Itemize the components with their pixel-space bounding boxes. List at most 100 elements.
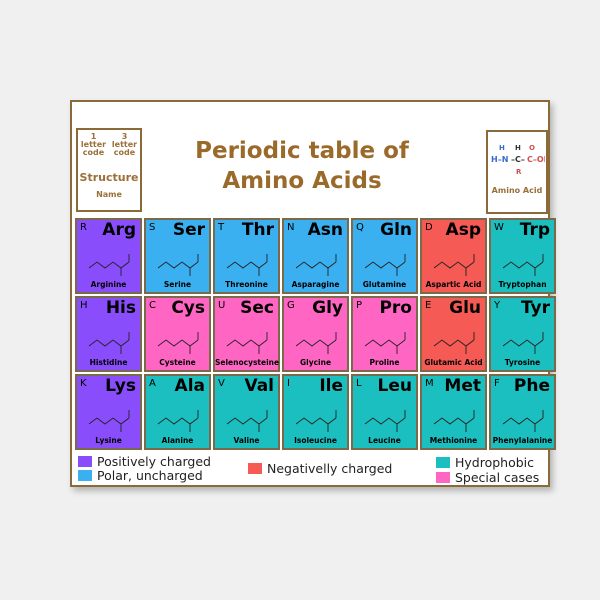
svg-text:R: R bbox=[516, 168, 522, 176]
legend-label: Special cases bbox=[455, 470, 540, 485]
svg-text:H–N: H–N bbox=[491, 155, 508, 164]
amino-acid-name: Glutamine bbox=[362, 280, 407, 289]
amino-acid-name: Leucine bbox=[368, 436, 401, 445]
amino-acid-label: Amino Acid bbox=[491, 186, 543, 195]
three-letter-code: Ser bbox=[172, 220, 205, 240]
one-letter-code: K bbox=[80, 378, 87, 389]
three-letter-code: Met bbox=[444, 376, 481, 396]
one-letter-code: E bbox=[425, 300, 432, 311]
legend-special: Special cases bbox=[436, 470, 539, 485]
page-title: Periodic table of Amino Acids bbox=[152, 136, 452, 196]
amino-acid-name: Tryptophan bbox=[498, 280, 547, 289]
one-letter-code: U bbox=[218, 300, 226, 311]
one-letter-code: M bbox=[425, 378, 434, 389]
three-letter-code: Leu bbox=[377, 376, 412, 396]
one-letter-code: D bbox=[425, 222, 433, 233]
structure-icon bbox=[157, 254, 199, 276]
amino-acid-name: Threonine bbox=[225, 280, 268, 289]
one-letter-code: S bbox=[149, 222, 156, 233]
svg-text:–C–: –C– bbox=[511, 155, 525, 164]
three-letter-code: Phe bbox=[513, 376, 550, 396]
amino-acid-name: Isoleucine bbox=[294, 436, 337, 445]
three-letter-code: Gln bbox=[380, 220, 412, 240]
amino-acid-name: Valine bbox=[233, 436, 260, 445]
three-letter-code: Pro bbox=[379, 298, 412, 318]
key-structure: Structure bbox=[79, 171, 139, 184]
legend-label: Positively charged bbox=[97, 454, 211, 469]
structure-icon bbox=[502, 410, 544, 432]
structure-icon bbox=[88, 332, 130, 354]
amino-acid-name: Arginine bbox=[90, 280, 127, 289]
structure-icon bbox=[364, 410, 406, 432]
three-letter-code: Arg bbox=[102, 220, 136, 240]
three-letter-code: Asp bbox=[445, 220, 481, 240]
amino-acid-name: Alanine bbox=[161, 436, 194, 445]
amino-acid-cell-gln: Q Gln Glutamine bbox=[351, 218, 418, 294]
title-line-2: Amino Acids bbox=[222, 168, 382, 194]
legend-label: Polar, uncharged bbox=[97, 468, 203, 483]
amino-acid-name: Selenocysteine bbox=[215, 358, 280, 367]
structure-icon bbox=[502, 332, 544, 354]
three-letter-code: Val bbox=[244, 376, 274, 396]
structure-icon bbox=[88, 254, 130, 276]
one-letter-code: F bbox=[494, 378, 500, 389]
three-letter-code: Glu bbox=[449, 298, 481, 318]
amino-acid-name: Aspartic Acid bbox=[425, 280, 482, 289]
amino-acid-cell-phe: F Phe Phenylalanine bbox=[489, 374, 556, 450]
amino-acid-cell-met: M Met Methionine bbox=[420, 374, 487, 450]
svg-text:H: H bbox=[499, 144, 505, 152]
three-letter-code: Thr bbox=[241, 220, 274, 240]
structure-icon bbox=[295, 410, 337, 432]
one-letter-code: Q bbox=[356, 222, 364, 233]
swatch bbox=[436, 472, 450, 483]
three-letter-code: Lys bbox=[105, 376, 136, 396]
poster-canvas: 1 letter code 3 letter code Structure Na… bbox=[70, 100, 556, 487]
svg-text:H: H bbox=[515, 144, 521, 152]
three-letter-code: Ile bbox=[319, 376, 343, 396]
amino-acid-cell-sec: U Sec Selenocysteine bbox=[213, 296, 280, 372]
amino-acid-name: Glycine bbox=[299, 358, 332, 367]
three-letter-code: His bbox=[105, 298, 136, 318]
one-letter-code: T bbox=[218, 222, 225, 233]
svg-text:O: O bbox=[529, 144, 535, 152]
amino-acid-cell-ile: I Ile Isoleucine bbox=[282, 374, 349, 450]
amino-acid-cell-glu: E Glu Glutamic Acid bbox=[420, 296, 487, 372]
structure-icon bbox=[157, 332, 199, 354]
structure-icon bbox=[364, 254, 406, 276]
amino-acid-cell-val: V Val Valine bbox=[213, 374, 280, 450]
amino-acid-name: Proline bbox=[369, 358, 400, 367]
one-letter-code: A bbox=[149, 378, 156, 389]
structure-icon bbox=[433, 254, 475, 276]
legend-negative: Negativelly charged bbox=[248, 461, 392, 476]
amino-acid-cell-tyr: Y Tyr Tyrosine bbox=[489, 296, 556, 372]
legend: Positively charged Polar, uncharged Nega… bbox=[76, 454, 546, 486]
three-letter-code: Tyr bbox=[520, 298, 550, 318]
amino-acid-cell-ser: S Ser Serine bbox=[144, 218, 211, 294]
structure-icon bbox=[226, 254, 268, 276]
amino-acid-cell-his: H His Histidine bbox=[75, 296, 142, 372]
title-line-1: Periodic table of bbox=[195, 138, 409, 164]
amino-acid-name: Asparagine bbox=[291, 280, 340, 289]
legend-polar: Polar, uncharged bbox=[78, 468, 203, 483]
one-letter-code: Y bbox=[494, 300, 501, 311]
legend-label: Negativelly charged bbox=[267, 461, 393, 476]
three-letter-code: Asn bbox=[307, 220, 343, 240]
one-letter-code: G bbox=[287, 300, 295, 311]
structure-icon bbox=[226, 410, 268, 432]
one-letter-code: W bbox=[494, 222, 504, 233]
legend-key-box: 1 letter code 3 letter code Structure Na… bbox=[76, 128, 142, 212]
one-letter-code: V bbox=[218, 378, 225, 389]
amino-acid-name: Phenylalanine bbox=[492, 436, 553, 445]
amino-acid-name: Cysteine bbox=[159, 358, 196, 367]
amino-acid-cell-asn: N Asn Asparagine bbox=[282, 218, 349, 294]
three-letter-code: Sec bbox=[240, 298, 274, 318]
amino-acid-name: Lysine bbox=[95, 436, 122, 445]
three-letter-code: Trp bbox=[519, 220, 550, 240]
amino-acid-cell-asp: D Asp Aspartic Acid bbox=[420, 218, 487, 294]
structure-icon bbox=[295, 332, 337, 354]
amino-acid-cell-leu: L Leu Leucine bbox=[351, 374, 418, 450]
amino-acid-name: Tyrosine bbox=[504, 358, 541, 367]
swatch bbox=[436, 457, 450, 468]
structure-icon bbox=[502, 254, 544, 276]
structure-icon bbox=[157, 410, 199, 432]
